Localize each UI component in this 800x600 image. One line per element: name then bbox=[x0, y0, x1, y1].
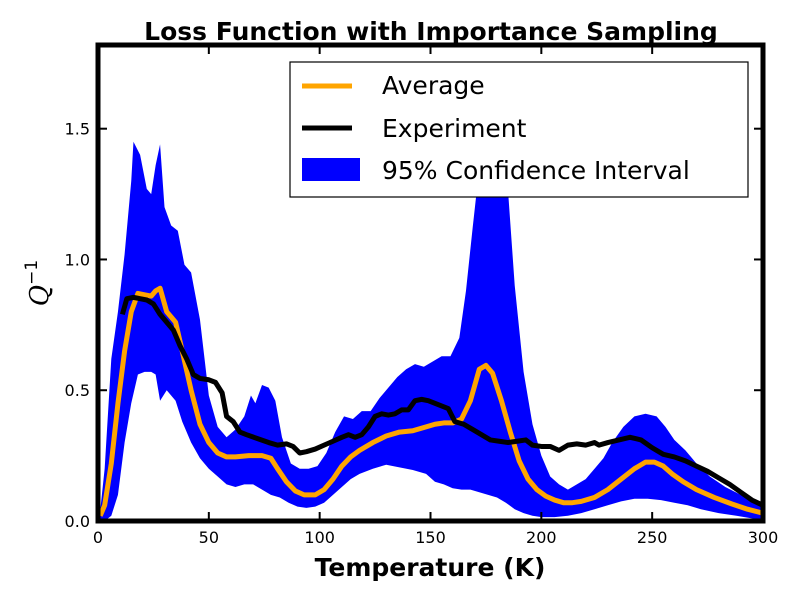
chart-title: Loss Function with Importance Sampling bbox=[144, 17, 718, 46]
y-tick-label: 1.5 bbox=[65, 120, 90, 139]
x-axis-label: Temperature (K) bbox=[315, 553, 546, 582]
series-line-average bbox=[98, 285, 763, 517]
legend-swatch-confidence bbox=[302, 158, 360, 181]
x-tick-label: 50 bbox=[199, 528, 219, 547]
legend: Average Experiment 95% Confidence Interv… bbox=[289, 61, 749, 198]
series-line-experiment bbox=[119, 294, 763, 508]
x-tick-label: 0 bbox=[93, 528, 103, 547]
y-axis-label-group: Q−1 bbox=[22, 260, 55, 306]
x-tick-label: 300 bbox=[748, 528, 779, 547]
y-axis-label-base: Q bbox=[25, 285, 55, 306]
y-axis-label-exponent: −1 bbox=[22, 260, 42, 285]
x-tick-label: 100 bbox=[304, 528, 335, 547]
y-tick-label: 0.5 bbox=[65, 381, 90, 400]
x-tick-label: 250 bbox=[637, 528, 668, 547]
y-tick-label: 1.0 bbox=[65, 250, 90, 269]
series-group bbox=[98, 115, 763, 521]
legend-label-experiment: Experiment bbox=[382, 114, 527, 143]
series-confidence-band bbox=[100, 115, 763, 521]
y-axis-label: Q−1 bbox=[22, 260, 55, 306]
legend-label-average: Average bbox=[382, 71, 485, 100]
legend-label-confidence: 95% Confidence Interval bbox=[382, 156, 690, 185]
legend-box bbox=[289, 61, 749, 198]
y-tick-label: 0.0 bbox=[65, 512, 90, 531]
axis-ticks: 0 50 100 150 200 250 300 0.0 0.5 1.0 1.5 bbox=[65, 45, 779, 547]
x-tick-label: 200 bbox=[526, 528, 557, 547]
x-tick-label: 150 bbox=[415, 528, 446, 547]
